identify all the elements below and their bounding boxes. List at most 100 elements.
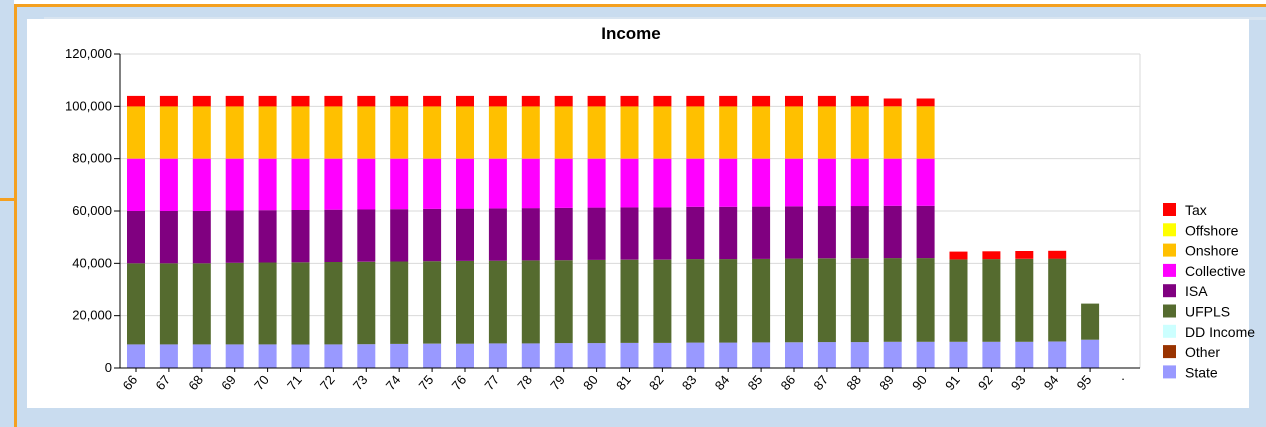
x-tick-label: 68 bbox=[185, 372, 206, 393]
bar-segment-tax bbox=[916, 98, 935, 107]
bar-segment-tax bbox=[159, 95, 178, 107]
legend-label-ufpls: UFPLS bbox=[1185, 304, 1230, 320]
legend-swatch-offshore bbox=[1163, 223, 1176, 237]
bar-segment-tax bbox=[192, 95, 211, 107]
legend-swatch-dd-income bbox=[1163, 324, 1176, 338]
bar-segment-onshore bbox=[785, 106, 803, 159]
legend-swatch-onshore bbox=[1163, 243, 1176, 257]
bar-segment-onshore bbox=[488, 106, 507, 159]
bar-segment-collective bbox=[719, 158, 738, 207]
bar-segment-isa bbox=[521, 208, 540, 261]
bar-segment-collective bbox=[127, 158, 145, 211]
bar-segment-onshore bbox=[916, 106, 935, 159]
bar-segment-state bbox=[390, 343, 409, 368]
y-tick-label: 40,000 bbox=[72, 255, 112, 270]
bar-segment-onshore bbox=[620, 106, 639, 159]
bar-segment-ufpls bbox=[554, 260, 573, 344]
bar-segment-onshore bbox=[357, 106, 376, 159]
bar-segment-tax bbox=[258, 95, 277, 107]
bar-segment-collective bbox=[653, 158, 672, 208]
bar-segment-collective bbox=[620, 158, 639, 208]
x-tick-label: 89 bbox=[876, 372, 897, 393]
x-tick-label: 84 bbox=[712, 372, 733, 393]
bar-segment-onshore bbox=[159, 106, 178, 159]
y-tick-label: 120,000 bbox=[65, 46, 112, 61]
bar-segment-isa bbox=[686, 206, 705, 260]
bar-segment-isa bbox=[390, 209, 409, 262]
y-tick-label: 0 bbox=[105, 360, 112, 375]
bar-segment-state bbox=[620, 342, 639, 368]
bar-segment-tax bbox=[554, 95, 573, 107]
bar-segment-collective bbox=[225, 158, 244, 211]
bar-segment-state bbox=[1048, 341, 1067, 368]
bar-segment-onshore bbox=[127, 106, 145, 159]
bar-segment-tax bbox=[620, 95, 639, 107]
legend-swatch-state bbox=[1163, 365, 1176, 379]
bar-segment-ufpls bbox=[1081, 303, 1100, 340]
bar-segment-ufpls bbox=[1015, 258, 1034, 342]
bar-segment-ufpls bbox=[159, 263, 178, 345]
x-tick-label-trailing: . bbox=[1121, 368, 1125, 383]
bar-segment-collective bbox=[488, 158, 507, 209]
bar-segment-collective bbox=[390, 158, 409, 210]
x-tick-label: 87 bbox=[810, 372, 831, 393]
y-tick-label: 80,000 bbox=[72, 151, 112, 166]
bar-segment-state bbox=[850, 342, 869, 368]
bar-segment-tax bbox=[127, 95, 145, 107]
bar-segment-state bbox=[1015, 341, 1034, 368]
bar-segment-ufpls bbox=[916, 258, 935, 342]
bar-segment-state bbox=[1081, 339, 1100, 368]
bar-segment-ufpls bbox=[817, 258, 836, 343]
x-tick-label: 79 bbox=[547, 372, 568, 393]
bar-segment-tax bbox=[225, 95, 244, 107]
legend-swatch-ufpls bbox=[1163, 304, 1176, 318]
x-tick-label: 76 bbox=[449, 372, 470, 393]
legend-label-onshore: Onshore bbox=[1185, 243, 1239, 259]
bar-segment-collective bbox=[324, 158, 343, 210]
bar-segment-ufpls bbox=[390, 261, 409, 344]
bar-segment-ufpls bbox=[653, 259, 672, 343]
bar-segment-state bbox=[916, 341, 935, 368]
bar-segment-state bbox=[127, 344, 145, 368]
bar-segment-state bbox=[324, 344, 343, 368]
bar-segment-isa bbox=[456, 208, 474, 261]
y-tick-labels: 120,000 100,000 80,000 60,000 40,000 20,000 0 bbox=[65, 46, 112, 375]
bar-segment-ufpls bbox=[488, 260, 507, 344]
bar-segment-tax bbox=[390, 95, 409, 107]
x-tick-labels: 66 67 68 69 70 71 72 73 74 75 76 77 78 79 80 81 82 83 84 85… bbox=[120, 368, 1125, 393]
y-tick-label: 20,000 bbox=[72, 308, 112, 323]
bar-segment-collective bbox=[521, 158, 540, 209]
frame-left-border bbox=[14, 4, 17, 427]
bar-segment-isa bbox=[883, 205, 902, 259]
bar-segment-collective bbox=[785, 158, 803, 207]
legend-swatch-other bbox=[1163, 345, 1176, 359]
bar-segment-collective bbox=[587, 158, 606, 208]
bar-segment-tax bbox=[817, 95, 836, 107]
bar-segment-ufpls bbox=[521, 260, 540, 344]
bar-segment-tax bbox=[456, 95, 474, 107]
bar-segment-isa bbox=[620, 207, 639, 260]
bar-segment-ufpls bbox=[225, 262, 244, 345]
bar-segment-collective bbox=[686, 158, 705, 207]
bar-segment-state bbox=[521, 343, 540, 368]
left-frame-strip bbox=[0, 0, 14, 427]
bar-segment-ufpls bbox=[127, 263, 145, 345]
x-tick-label: 74 bbox=[383, 372, 404, 393]
bar-segment-isa bbox=[785, 206, 803, 259]
bar-segment-state bbox=[719, 342, 738, 368]
bar-segment-onshore bbox=[423, 106, 442, 159]
legend-label-collective: Collective bbox=[1185, 263, 1246, 279]
bar-segment-state bbox=[291, 344, 310, 368]
chart-title: Income bbox=[601, 24, 661, 43]
bar-segment-isa bbox=[324, 209, 343, 262]
frame-left-accent bbox=[0, 198, 17, 201]
bar-segment-state bbox=[752, 342, 771, 368]
bar-segment-onshore bbox=[291, 106, 310, 159]
x-tick-label: 69 bbox=[218, 372, 239, 393]
bar-segment-tax bbox=[488, 95, 507, 107]
frame-top-border bbox=[14, 4, 1266, 7]
bar-segment-collective bbox=[192, 158, 211, 211]
bar-segment-isa bbox=[258, 210, 277, 263]
legend-swatch-isa bbox=[1163, 284, 1176, 298]
legend-label-offshore: Offshore bbox=[1185, 222, 1239, 238]
